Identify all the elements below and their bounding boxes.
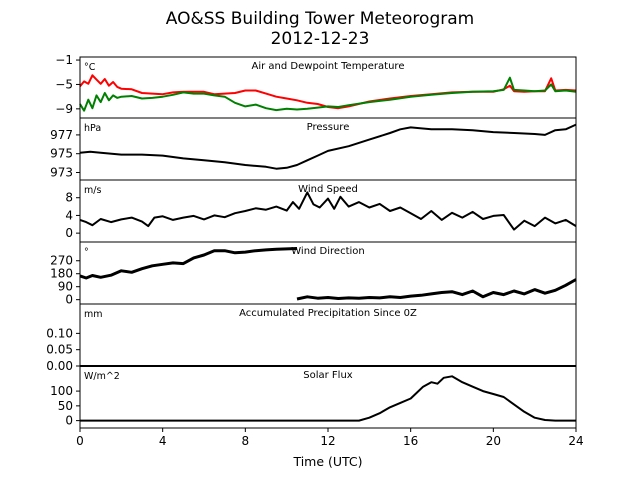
- panel-2: 8 4 0 m/s Wind Speed: [65, 179, 577, 243]
- panel-0: −1 −5 −9 °C Air and Dewpoint Temperature: [55, 53, 577, 119]
- y-tick-label: 977: [50, 128, 73, 142]
- y-tick-label: 50: [58, 399, 73, 413]
- panel-title: Air and Dewpoint Temperature: [252, 61, 405, 72]
- series-line-2-0: [79, 191, 577, 231]
- panel-1: 977 975 973 hPa Pressure: [50, 117, 577, 181]
- y-tick-label: 0.00: [46, 359, 73, 373]
- y-tick-label: 0: [65, 226, 73, 240]
- series-line-3-1: [296, 278, 577, 301]
- chart-title: AO&SS Building Tower Meteorogram: [166, 9, 474, 29]
- panel-unit: hPa: [84, 123, 101, 134]
- chart-date: 2012-12-23: [271, 29, 370, 49]
- y-tick-label: −1: [55, 53, 73, 67]
- panel-unit: mm: [84, 309, 103, 320]
- x-tick-label: 0: [76, 434, 84, 448]
- y-tick-label: −5: [55, 77, 73, 91]
- y-tick-label: 0: [65, 414, 73, 428]
- x-tick-label: 4: [159, 434, 167, 448]
- panel-4: 0.10 0.05 0.00 mm Accumulated Precipitation …: [46, 303, 577, 373]
- y-tick-label: 0.05: [46, 343, 73, 357]
- series-line-0-0: [79, 74, 577, 110]
- x-tick-label: 12: [320, 434, 335, 448]
- panel-unit: °C: [84, 62, 96, 73]
- series-line-5-0: [80, 375, 576, 422]
- y-tick-label: 973: [50, 165, 73, 179]
- panel-title: Pressure: [307, 122, 350, 133]
- series-line-0-1: [79, 76, 577, 112]
- x-axis-label: Time (UTC): [292, 454, 362, 469]
- x-axis: 0 4 8 12 16 20 24: [76, 428, 584, 448]
- panel-unit: W/m^2: [84, 371, 120, 382]
- y-tick-label: 100: [50, 384, 73, 398]
- series-line-3-0: [79, 247, 298, 280]
- panel-title: Accumulated Precipitation Since 0Z: [239, 308, 417, 319]
- y-tick-label: 0.10: [46, 326, 73, 340]
- y-tick-label: 4: [65, 208, 73, 222]
- x-tick-label: 20: [486, 434, 501, 448]
- y-tick-label: 8: [65, 191, 73, 205]
- panel-unit: m/s: [84, 185, 101, 196]
- y-tick-label: 90: [58, 280, 73, 294]
- y-tick-label: 180: [50, 267, 73, 281]
- panel-title: Wind Direction: [291, 246, 365, 257]
- y-tick-label: −9: [55, 102, 73, 116]
- panels: −1−5−9°C Air and Dewpoint Temperature9779…: [46, 53, 577, 429]
- x-tick-label: 8: [242, 434, 250, 448]
- panel-title: Wind Speed: [298, 184, 358, 195]
- y-tick-label: 270: [50, 254, 73, 268]
- y-tick-label: 0: [65, 293, 73, 307]
- y-tick-label: 975: [50, 147, 73, 161]
- x-tick-label: 24: [568, 434, 583, 448]
- panel-unit: °: [84, 247, 89, 258]
- series-line-1-0: [79, 123, 577, 170]
- x-tick-label: 16: [403, 434, 418, 448]
- panel-title: Solar Flux: [303, 370, 353, 381]
